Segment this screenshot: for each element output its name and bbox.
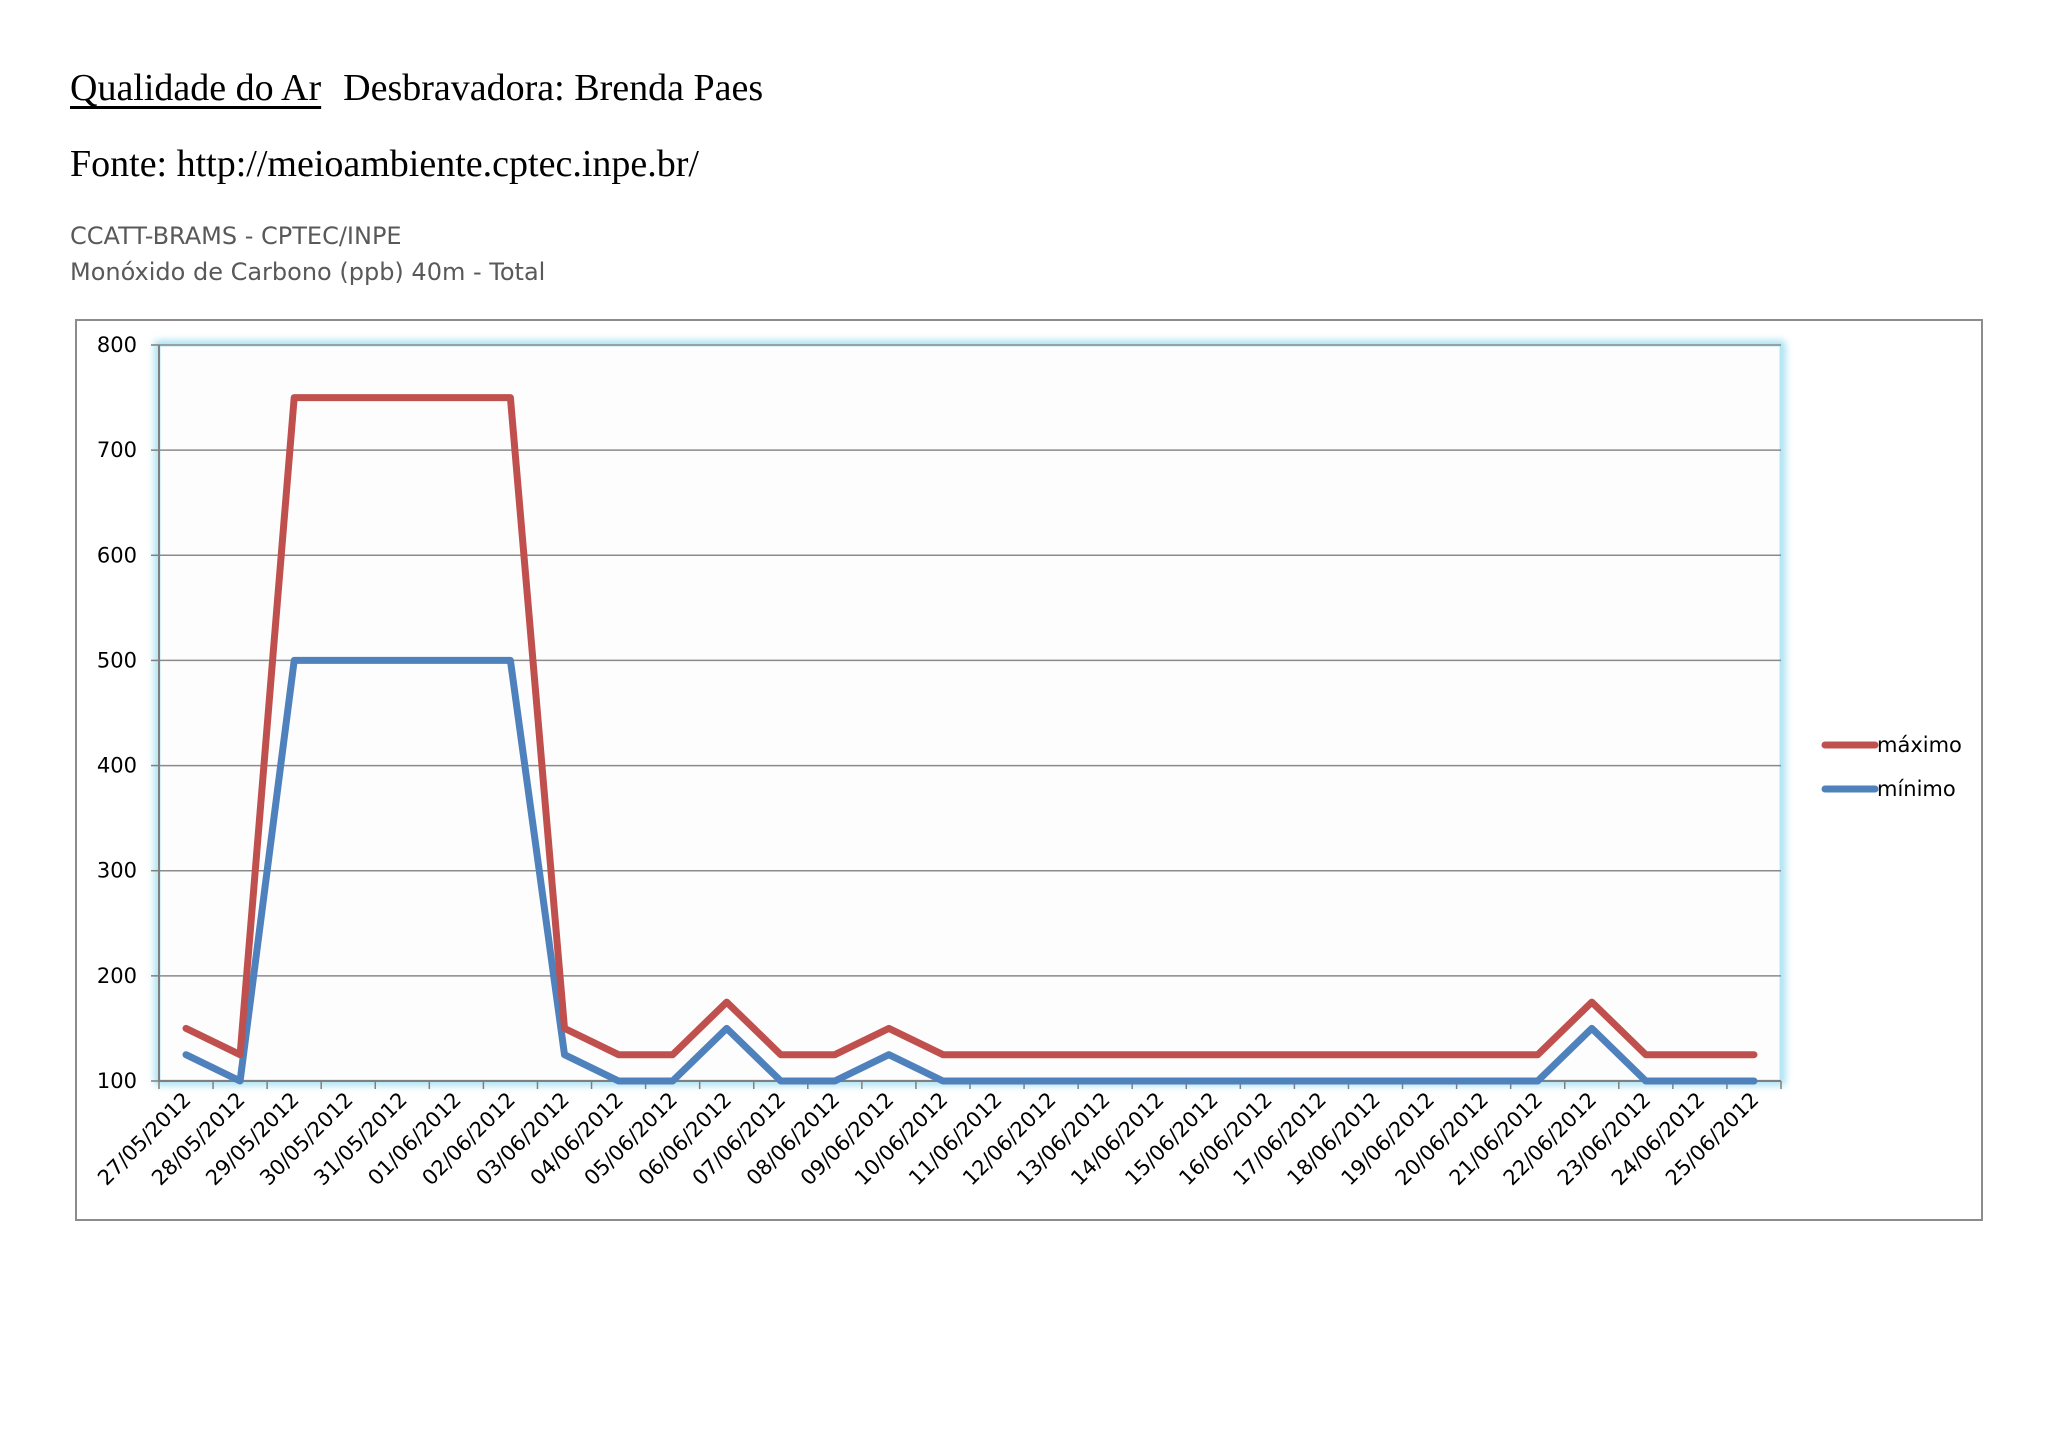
chart-caption-variable: Monóxido de Carbono (ppb) 40m - Total: [70, 258, 546, 286]
document-title: Qualidade do Ar: [70, 67, 322, 109]
y-tick-labels: 100 200 300 400 500 600 700 800: [97, 333, 137, 1093]
y-tick-label: 100: [97, 1069, 137, 1093]
series-line-minimo: [182, 656, 1758, 1085]
y-tick-label: 400: [97, 754, 137, 778]
legend: máximo mínimo: [1821, 733, 1962, 801]
y-tick-label: 200: [97, 964, 137, 988]
y-tick-label: 700: [97, 438, 137, 462]
chart-caption-model: CCATT-BRAMS - CPTEC/INPE: [70, 222, 402, 250]
y-tick-label: 300: [97, 859, 137, 883]
document-title-line: Qualidade do Ar Desbravadora: Brenda Paes: [70, 66, 763, 110]
plot-area: [157, 343, 1783, 1083]
y-tick-label: 800: [97, 333, 137, 357]
line-chart: 100 200 300 400 500 600 700 800 27/05/201228/05…: [93, 333, 1962, 1191]
series-lines: [182, 394, 1758, 1085]
y-tick-label: 600: [97, 543, 137, 567]
x-tick-labels: 27/05/201228/05/201229/05/201230/05/2012…: [93, 1088, 1763, 1191]
document-source: Fonte: http://meioambiente.cptec.inpe.br…: [70, 143, 699, 185]
legend-label: mínimo: [1877, 777, 1956, 801]
series-line-maximo: [182, 394, 1758, 1059]
y-tick-label: 500: [97, 648, 137, 672]
document-author: Desbravadora: Brenda Paes: [343, 67, 764, 109]
legend-label: máximo: [1877, 733, 1962, 757]
chart-container: 100 200 300 400 500 600 700 800 27/05/2012 28/05…: [75, 319, 1983, 1221]
